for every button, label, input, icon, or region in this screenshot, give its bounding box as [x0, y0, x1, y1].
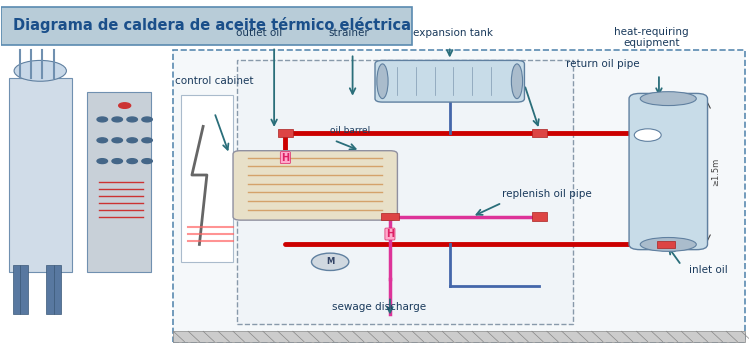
Text: oil barrel: oil barrel: [330, 126, 370, 135]
Bar: [237, 61, 573, 324]
Bar: [532, 212, 547, 221]
Text: strainer: strainer: [328, 28, 369, 38]
Circle shape: [634, 129, 662, 141]
Bar: [87, 92, 151, 272]
FancyBboxPatch shape: [2, 7, 413, 45]
Text: sewage discharge: sewage discharge: [332, 302, 426, 312]
Bar: [278, 129, 292, 138]
Circle shape: [97, 138, 107, 143]
Ellipse shape: [512, 64, 523, 99]
Circle shape: [142, 117, 152, 122]
Text: H: H: [281, 153, 290, 163]
Bar: [173, 331, 745, 342]
Text: outlet oil: outlet oil: [236, 28, 282, 38]
Bar: [54, 265, 62, 314]
Text: control cabinet: control cabinet: [175, 76, 254, 86]
Bar: [9, 78, 72, 272]
Ellipse shape: [376, 64, 388, 99]
Text: inlet oil: inlet oil: [688, 266, 728, 275]
Text: H: H: [386, 229, 394, 239]
Ellipse shape: [14, 61, 67, 81]
FancyBboxPatch shape: [233, 151, 398, 220]
Ellipse shape: [640, 238, 696, 251]
Bar: [381, 213, 399, 220]
Circle shape: [127, 117, 137, 122]
Circle shape: [118, 103, 130, 108]
Text: M: M: [326, 257, 334, 266]
Bar: [173, 50, 745, 342]
Circle shape: [112, 159, 122, 163]
Bar: [13, 265, 20, 314]
Text: return oil pipe: return oil pipe: [566, 59, 639, 69]
Bar: [46, 265, 54, 314]
Circle shape: [97, 159, 107, 163]
Bar: [181, 95, 233, 262]
Circle shape: [142, 159, 152, 163]
Circle shape: [112, 138, 122, 143]
Text: replenish oil pipe: replenish oil pipe: [502, 189, 592, 199]
Text: heat-requiring
equipment: heat-requiring equipment: [614, 27, 689, 48]
Text: ≥1.5m: ≥1.5m: [711, 158, 720, 186]
Circle shape: [127, 159, 137, 163]
Circle shape: [127, 138, 137, 143]
Circle shape: [97, 117, 107, 122]
Circle shape: [311, 253, 349, 271]
Bar: [658, 241, 676, 248]
FancyBboxPatch shape: [375, 61, 524, 102]
Ellipse shape: [640, 92, 696, 106]
FancyBboxPatch shape: [629, 93, 707, 250]
Bar: [20, 265, 28, 314]
Circle shape: [142, 138, 152, 143]
Circle shape: [112, 117, 122, 122]
Bar: [532, 129, 547, 138]
Text: Diagrama de caldera de aceite térmico eléctrica: Diagrama de caldera de aceite térmico el…: [13, 17, 410, 33]
Text: expansion tank: expansion tank: [413, 28, 494, 38]
